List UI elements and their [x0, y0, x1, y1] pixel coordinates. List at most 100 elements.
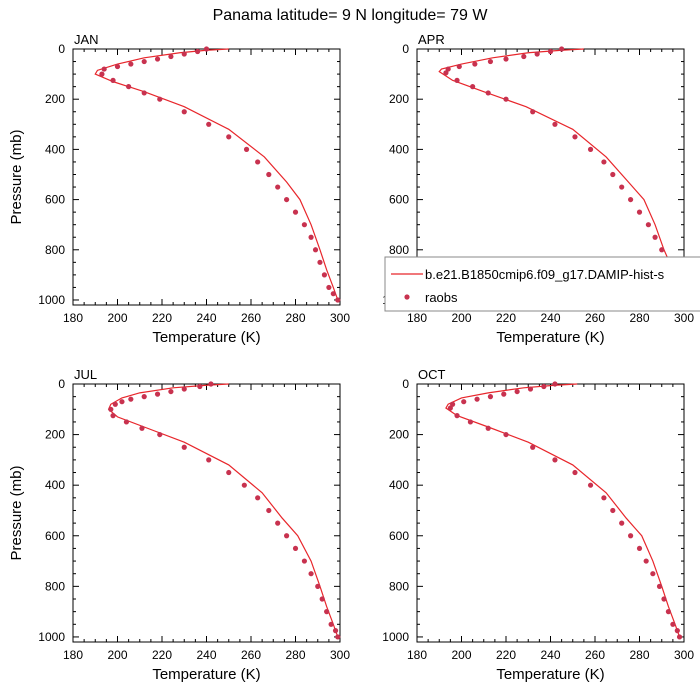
y-tick-label: 0 [402, 42, 409, 56]
raobs-point [157, 96, 163, 102]
raobs-point [195, 48, 201, 55]
y-tick-label: 800 [389, 579, 409, 593]
raobs-point [636, 209, 643, 215]
legend-marker-label: raobs [425, 290, 458, 305]
raobs-point [552, 457, 558, 463]
raobs-point [547, 48, 554, 55]
raobs-point [619, 184, 625, 190]
y-tick-label: 600 [45, 193, 65, 207]
panels: 180 200 220 240 260 280 300 0 200 400 600 800 1000 Te… [8, 32, 700, 683]
x-tick-label: 180 [407, 311, 427, 325]
x-tick-label: 280 [285, 648, 305, 662]
x-tick-label: 260 [241, 311, 261, 325]
raobs-point [610, 507, 616, 514]
raobs-point [101, 66, 107, 72]
raobs-point [114, 63, 121, 70]
raobs-point [636, 545, 643, 552]
raobs-point [275, 184, 281, 190]
raobs-point [330, 291, 336, 297]
x-tick-label: 200 [107, 648, 127, 662]
raobs-point [454, 413, 460, 419]
y-tick-label: 800 [45, 579, 65, 593]
raobs-point [181, 386, 187, 392]
y-tick-label: 400 [45, 478, 65, 492]
figure-title: Panama latitude= 9 N longitude= 79 W [213, 7, 489, 24]
raobs-point [275, 520, 281, 526]
raobs-point [226, 134, 232, 140]
x-tick-label: 220 [152, 648, 172, 662]
y-tick-label: 200 [389, 428, 409, 442]
raobs-point [643, 558, 649, 564]
x-tick-label: 180 [63, 311, 83, 325]
x-tick-label: 240 [196, 311, 216, 325]
raobs-point [108, 406, 114, 412]
x-tick-label: 260 [241, 648, 261, 662]
legend: b.e21.B1850cmip6.f09_g17.DAMIP-hist-srao… [384, 256, 700, 312]
y-tick-label: 1000 [38, 630, 65, 644]
raobs-point [128, 61, 134, 67]
x-axis-title: Temperature (K) [496, 329, 604, 346]
x-tick-label: 260 [585, 311, 605, 325]
x-tick-label: 220 [152, 311, 172, 325]
raobs-point [659, 247, 665, 253]
raobs-point [168, 53, 174, 60]
raobs-point [141, 58, 147, 65]
raobs-point [674, 628, 680, 634]
raobs-point [474, 396, 480, 402]
plot-frame [72, 48, 341, 306]
raobs-point [141, 394, 147, 400]
raobs-point [321, 272, 328, 278]
y-tick-label: 1000 [38, 293, 65, 307]
raobs-point [99, 71, 105, 77]
raobs-point [652, 234, 658, 240]
raobs-point [619, 520, 625, 526]
raobs-point [308, 571, 314, 577]
y-tick-label: 800 [45, 243, 65, 257]
raobs-point [123, 419, 129, 425]
raobs-point [628, 533, 634, 539]
raobs-point [292, 545, 299, 552]
raobs-point [665, 609, 672, 615]
raobs-point [308, 234, 314, 240]
x-tick-label: 300 [330, 648, 350, 662]
raobs-point [324, 609, 330, 615]
raobs-point [157, 431, 163, 438]
raobs-point [572, 134, 578, 140]
raobs-point [168, 388, 174, 395]
y-tick-label: 1000 [382, 630, 409, 644]
raobs-point [472, 61, 478, 67]
panel-label: OCT [418, 367, 446, 382]
x-tick-label: 280 [285, 311, 305, 325]
raobs-point [656, 583, 663, 589]
legend-box [384, 256, 700, 312]
raobs-point [203, 46, 210, 52]
raobs-point [503, 96, 509, 102]
y-tick-label: 800 [389, 243, 409, 257]
raobs-point [181, 109, 187, 115]
raobs-point [628, 196, 634, 203]
raobs-point [610, 171, 616, 178]
plot-frame [416, 383, 685, 643]
raobs-point [487, 58, 494, 65]
raobs-point [328, 621, 334, 627]
raobs-point [552, 381, 558, 387]
raobs-point [154, 391, 161, 397]
raobs-point [128, 396, 134, 402]
y-tick-label: 600 [389, 193, 409, 207]
chart-panel-jan: 180 200 220 240 260 280 300 0 200 400 600 800 1000 Te… [8, 32, 350, 346]
raobs-point [139, 425, 145, 431]
x-axis-title: Temperature (K) [496, 666, 604, 683]
raobs-point [284, 533, 290, 539]
y-axis-title: Pressure (mb) [8, 465, 25, 560]
legend-marker-swatch [404, 294, 410, 300]
raobs-point [676, 634, 683, 640]
raobs-point [470, 84, 476, 90]
y-tick-label: 400 [389, 142, 409, 156]
raobs-point [141, 90, 147, 96]
y-tick-label: 600 [389, 529, 409, 543]
raobs-point [335, 634, 341, 640]
x-tick-label: 180 [407, 648, 427, 662]
y-tick-label: 600 [45, 529, 65, 543]
raobs-point [119, 399, 125, 405]
